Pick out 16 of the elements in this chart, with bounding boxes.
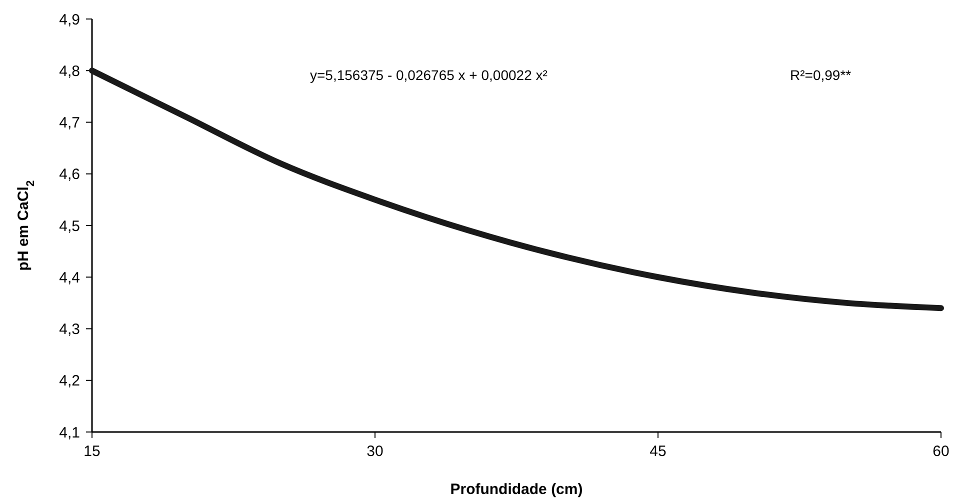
y-tick-label: 4,7 (59, 114, 80, 132)
x-axis-title: Profundidade (cm) (450, 481, 583, 498)
y-tick-label: 4,3 (59, 321, 80, 338)
y-tick-label: 4,6 (59, 166, 80, 184)
x-tick-label: 60 (932, 443, 950, 460)
y-tick-label: 4,1 (59, 424, 80, 442)
y-tick-label: 4,4 (59, 269, 80, 286)
x-tick-label: 45 (650, 443, 666, 460)
y-tick-label: 4,5 (59, 218, 80, 235)
annotation: y=5,156375 - 0,026765 x + 0,00022 x² (310, 67, 548, 83)
y-tick-label: 4,9 (59, 11, 80, 28)
annotation: R²=0,99** (790, 67, 852, 83)
y-tick-label: 4,8 (59, 62, 80, 80)
x-tick-label: 30 (366, 443, 384, 460)
y-tick-label: 4,2 (59, 372, 80, 390)
x-tick-label: 15 (84, 443, 100, 460)
